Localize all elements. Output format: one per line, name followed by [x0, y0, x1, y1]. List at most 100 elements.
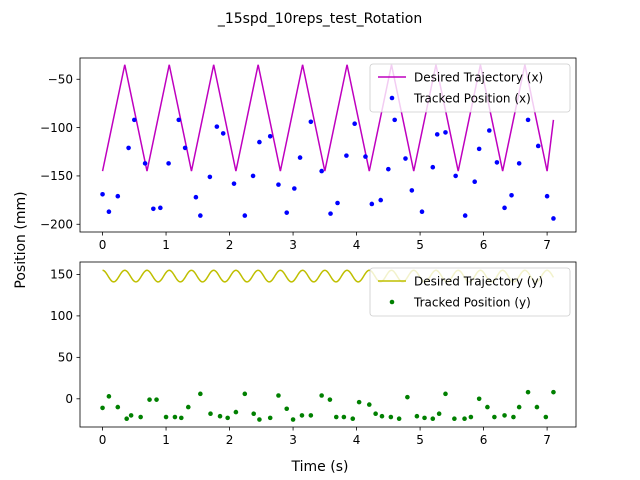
y-tick-label: −150 — [40, 169, 73, 183]
data-point — [468, 414, 474, 420]
data-point — [436, 411, 442, 417]
data-point — [276, 182, 281, 187]
data-point — [319, 393, 324, 398]
data-point — [344, 153, 349, 158]
data-point — [363, 154, 368, 159]
data-point — [267, 134, 273, 139]
data-point — [396, 416, 402, 422]
data-point — [453, 173, 458, 179]
data-point — [185, 404, 191, 410]
data-point — [551, 389, 556, 395]
x-tick-label: 6 — [480, 433, 488, 447]
legend-label: Tracked Position (x) — [413, 91, 531, 105]
subplot-top: 0 1 2 3 4 5 6 7 −50 −100 −150 −200 Desired Trajecto… — [40, 57, 577, 252]
y-tick-label: −50 — [48, 73, 73, 87]
x-tick-label: 0 — [99, 238, 107, 252]
data-point — [147, 397, 152, 402]
data-point — [502, 205, 507, 211]
data-point — [516, 404, 522, 410]
data-point — [551, 216, 556, 221]
data-point — [341, 414, 347, 420]
data-point — [250, 173, 256, 179]
data-point — [443, 130, 448, 135]
data-point — [267, 415, 273, 421]
x-axis-label: Time (s) — [291, 459, 349, 475]
legend-label: Desired Trajectory (x) — [414, 70, 543, 84]
x-tick-label: 1 — [162, 433, 170, 447]
data-point — [308, 119, 314, 125]
data-point — [154, 397, 159, 402]
legend-marker-swatch — [389, 95, 395, 101]
data-point — [502, 413, 507, 418]
data-point — [434, 132, 440, 137]
data-point — [492, 414, 497, 420]
data-point — [414, 413, 420, 419]
data-point — [290, 417, 296, 422]
data-point — [242, 213, 248, 218]
data-point — [115, 404, 121, 410]
data-point — [126, 145, 131, 151]
data-point — [132, 117, 137, 123]
data-point — [403, 156, 408, 161]
data-point — [297, 155, 303, 160]
data-point — [100, 192, 105, 197]
data-point — [233, 409, 239, 415]
data-point — [485, 404, 490, 410]
data-point — [405, 394, 410, 400]
data-point — [511, 414, 516, 420]
y-tick-label: 100 — [50, 309, 73, 323]
data-point — [166, 161, 171, 166]
legend-marker-swatch — [389, 299, 395, 305]
data-point — [462, 213, 468, 218]
data-point — [106, 209, 112, 214]
data-point — [172, 414, 178, 420]
subplot-top-frame — [79, 57, 577, 233]
data-point — [379, 413, 385, 419]
data-point — [476, 396, 482, 402]
data-point — [208, 411, 213, 417]
data-point — [142, 161, 148, 166]
data-point — [292, 186, 297, 191]
data-point — [535, 143, 541, 149]
legend-label: Tracked Position (y) — [413, 295, 531, 309]
data-point — [509, 192, 514, 198]
data-point — [124, 416, 129, 422]
data-point — [257, 417, 262, 422]
data-point — [198, 213, 203, 218]
data-point — [198, 391, 203, 397]
data-point — [214, 124, 220, 129]
legend-box — [369, 63, 571, 113]
x-tick-label: 7 — [543, 433, 551, 447]
data-point — [476, 146, 482, 152]
data-point — [284, 406, 290, 412]
data-point — [327, 397, 333, 402]
x-tick-label: 4 — [353, 238, 361, 252]
y-tick-label: 0 — [65, 392, 73, 406]
data-point — [388, 414, 394, 420]
subplot-bottom-ticks: 0 1 2 3 4 5 6 7 150 100 50 0 — [50, 268, 551, 447]
x-tick-label: 3 — [289, 238, 297, 252]
data-point — [422, 415, 427, 421]
data-point — [386, 166, 391, 172]
x-tick-label: 5 — [416, 238, 424, 252]
y-tick-label: 50 — [58, 351, 73, 365]
subplot-top-ticks: 0 1 2 3 4 5 6 7 −50 −100 −150 −200 — [40, 73, 551, 252]
series-line-desired-trajectory-x — [101, 64, 555, 172]
data-point — [443, 391, 448, 397]
subplot-bottom-legend: Desired Trajectory (y) Tracked Position (… — [369, 267, 571, 317]
data-point — [284, 210, 290, 215]
data-point — [534, 404, 540, 410]
data-point — [430, 416, 436, 422]
data-point — [128, 413, 134, 418]
data-point — [516, 161, 522, 166]
data-point — [452, 416, 457, 422]
x-tick-label: 5 — [416, 433, 424, 447]
data-point — [525, 117, 531, 123]
data-point — [182, 145, 188, 151]
data-point — [378, 197, 384, 203]
subplot-bottom-frame — [79, 261, 577, 428]
data-point — [419, 209, 425, 214]
y-tick-label: 150 — [50, 268, 73, 282]
data-point — [409, 188, 415, 193]
